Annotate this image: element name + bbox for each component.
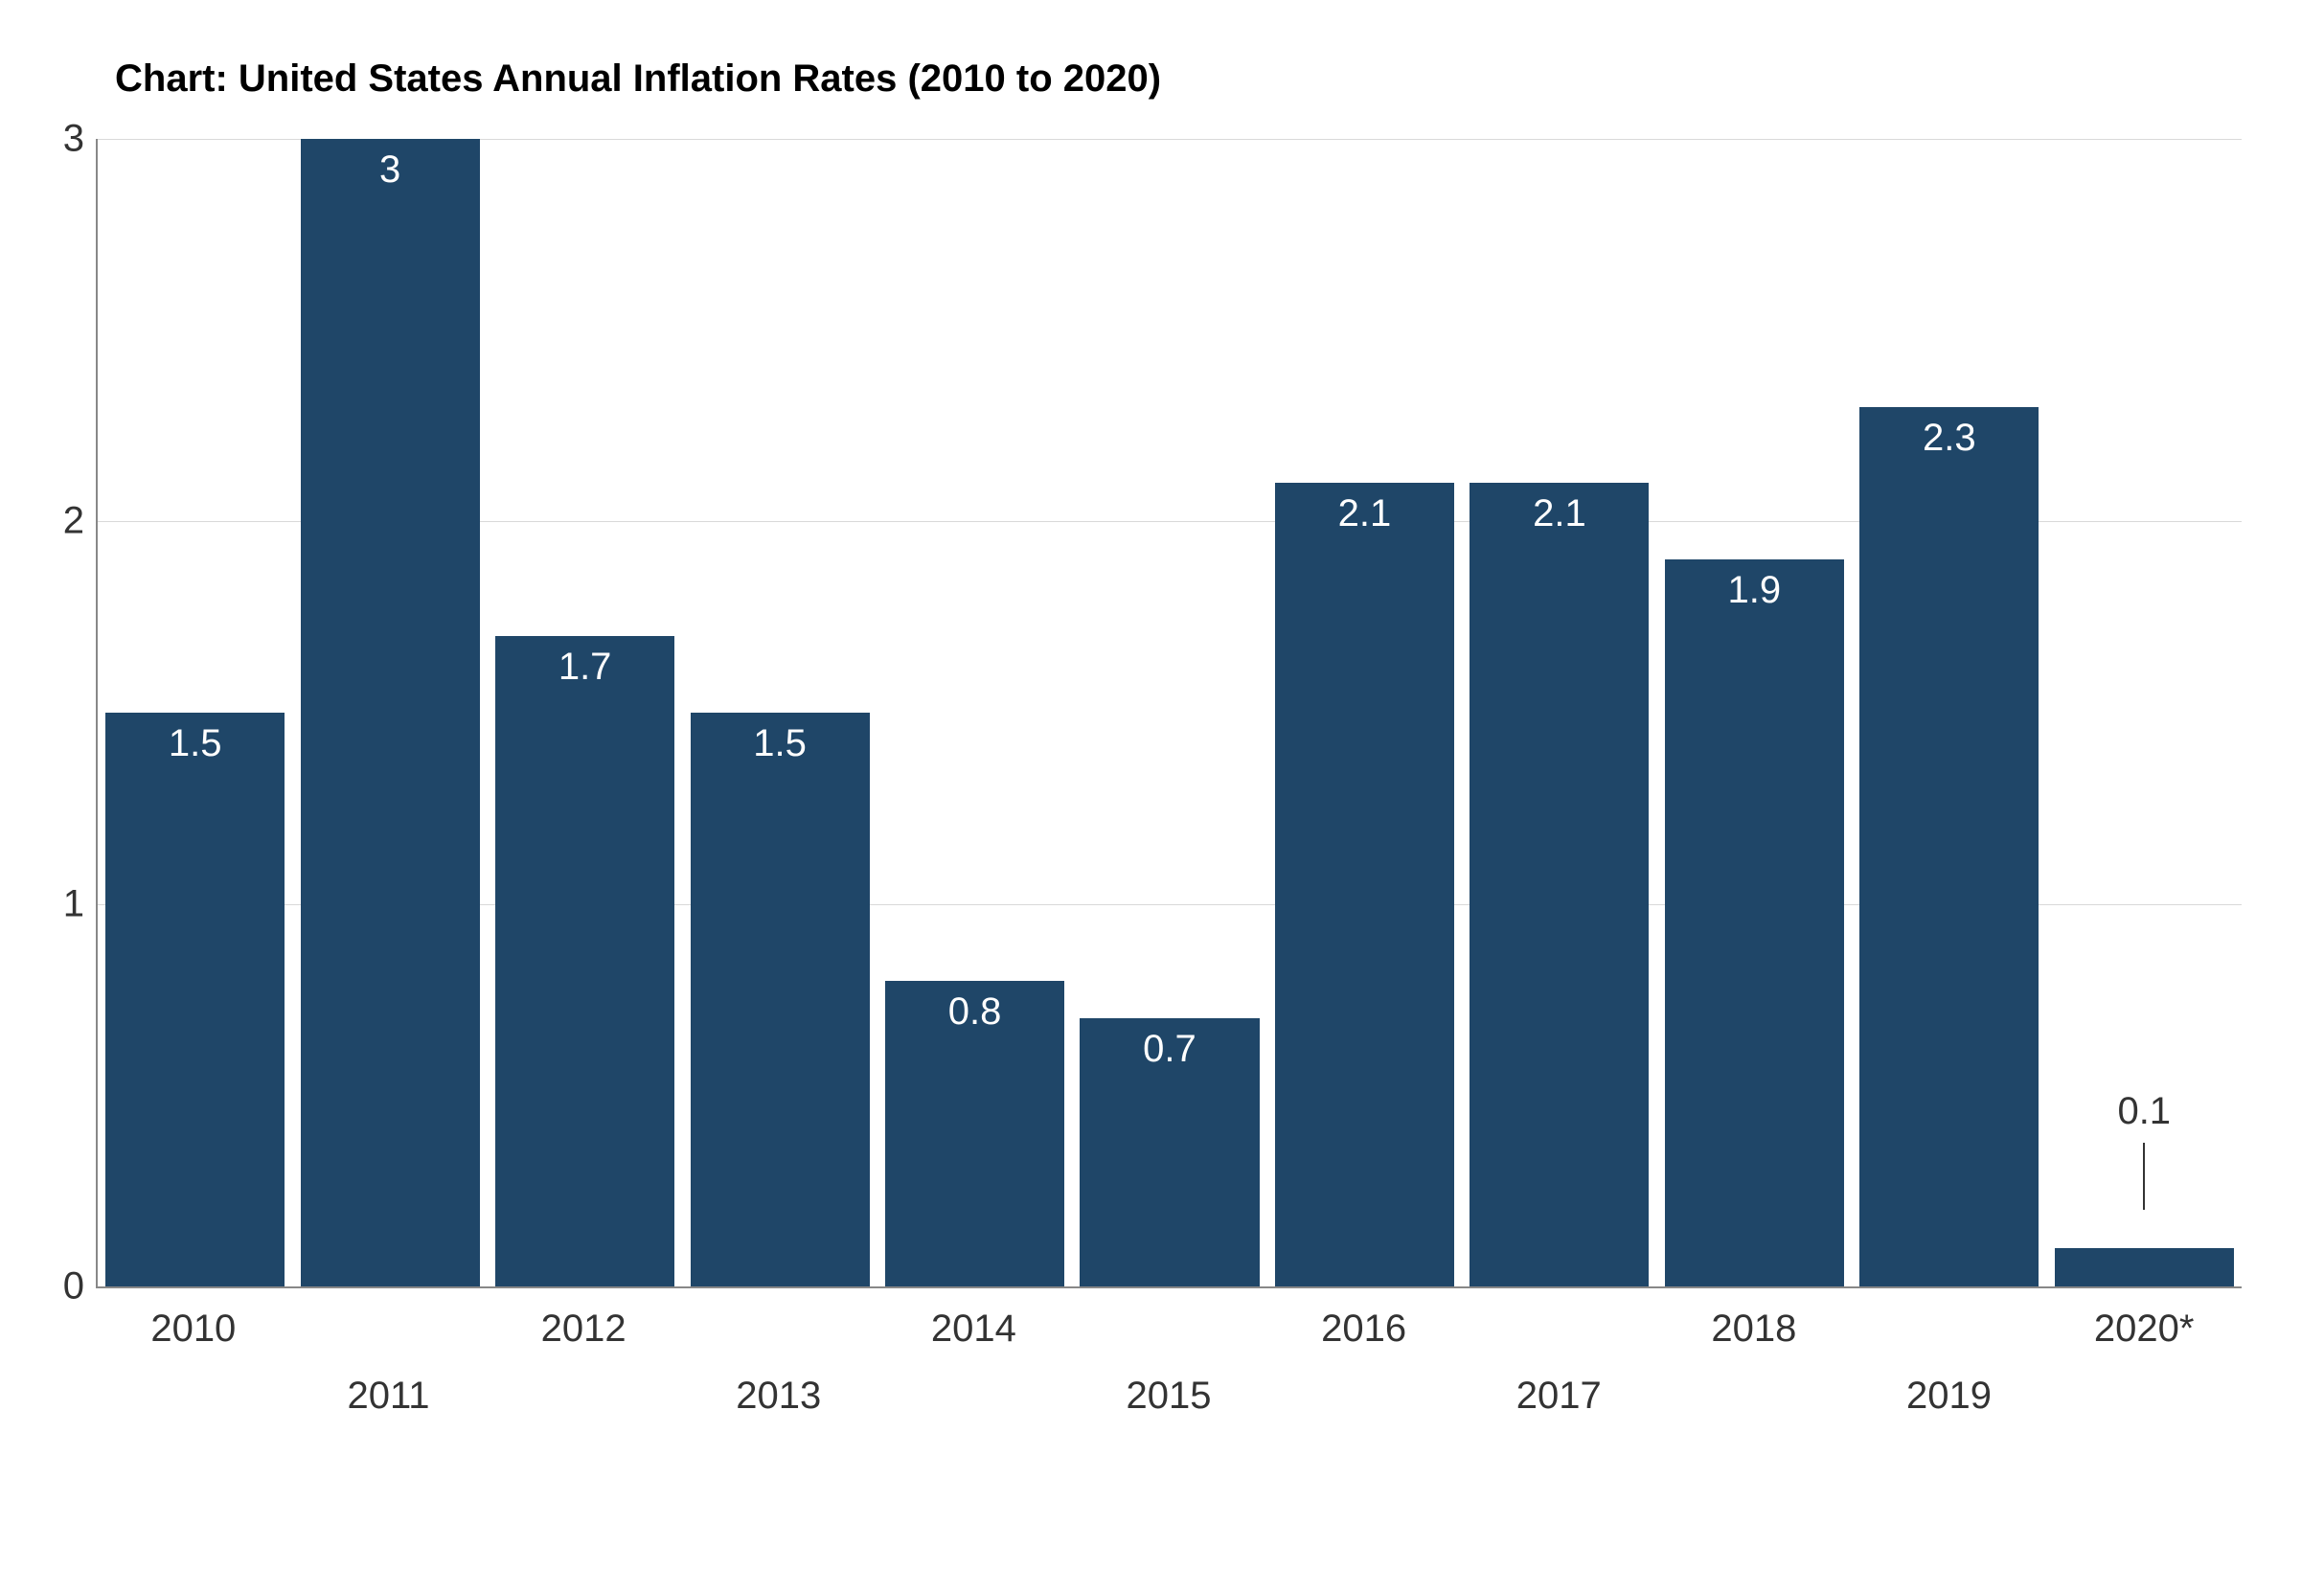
bar: 1.5	[691, 713, 870, 1286]
bar: 2.1	[1470, 483, 1649, 1286]
bar-slot: 2.1	[1462, 139, 1656, 1286]
bar-slot: 2.3	[1852, 139, 2046, 1286]
bar-slot: 0.1	[2047, 139, 2242, 1286]
bar-slot: 1.5	[98, 139, 292, 1286]
bar: 0.7	[1080, 1018, 1259, 1286]
bar-value-label: 1.5	[753, 722, 807, 765]
value-connector	[2143, 1143, 2145, 1210]
bar-value-label: 3	[379, 148, 400, 192]
bar-slot: 1.5	[682, 139, 877, 1286]
chart-title: Chart: United States Annual Inflation Ra…	[115, 57, 2242, 101]
bar: 3	[301, 139, 480, 1286]
bar: 1.7	[495, 636, 674, 1286]
inflation-chart: Chart: United States Annual Inflation Ra…	[0, 0, 2318, 1480]
xtick-label: 2015	[1127, 1375, 1212, 1418]
xtick-label: 2012	[541, 1308, 627, 1351]
ytick-label: 1	[63, 882, 98, 925]
xtick-label: 2013	[736, 1375, 821, 1418]
ytick-label: 3	[63, 118, 98, 161]
bar-slot: 1.9	[1657, 139, 1852, 1286]
bar: 1.5	[105, 713, 285, 1286]
ytick-label: 0	[63, 1265, 98, 1308]
bar-value-label: 0.7	[1143, 1028, 1196, 1071]
bar: 2.1	[1275, 483, 1454, 1286]
xtick-label: 2019	[1906, 1375, 1992, 1418]
bar-slot: 3	[292, 139, 487, 1286]
bar-value-label: 1.9	[1728, 569, 1782, 612]
xtick-label: 2017	[1516, 1375, 1602, 1418]
plot-area: 1.531.71.50.80.72.12.11.92.30.1 0123	[96, 139, 2242, 1288]
bars-container: 1.5 3 1.7 1.5 0.8 0.7 2.1 2.1 1.9 2.3 0.1	[98, 139, 2242, 1286]
bar-value-label: 2.1	[1338, 492, 1392, 535]
bar-value-label: 2.3	[1923, 417, 1976, 460]
bar-slot: 0.7	[1072, 139, 1266, 1286]
bar: 1.9	[1665, 559, 1844, 1286]
bar-value-label: 1.7	[558, 646, 612, 689]
bar-slot: 1.7	[488, 139, 682, 1286]
bar-slot: 2.1	[1267, 139, 1462, 1286]
xtick-label: 2018	[1711, 1308, 1796, 1351]
xtick-label: 2014	[931, 1308, 1016, 1351]
bar: 0.1	[2055, 1248, 2234, 1286]
xtick-label: 2011	[347, 1375, 429, 1418]
bar: 0.8	[885, 981, 1064, 1286]
xtick-label: 2020*	[2094, 1308, 2195, 1351]
xtick-label: 2010	[150, 1308, 236, 1351]
bar-slot: 0.8	[877, 139, 1072, 1286]
ytick-label: 2	[63, 500, 98, 543]
bar-value-label: 0.1	[2117, 1090, 2171, 1133]
bar: 2.3	[1859, 407, 2039, 1286]
bar-value-label: 2.1	[1533, 492, 1586, 535]
bar-value-label: 1.5	[169, 722, 222, 765]
xtick-label: 2016	[1321, 1308, 1406, 1351]
bar-value-label: 0.8	[948, 990, 1002, 1034]
x-axis-labels: 2010 2011 2012 2013 2014 2015 2016 2017 2018 2019…	[96, 1288, 2242, 1480]
